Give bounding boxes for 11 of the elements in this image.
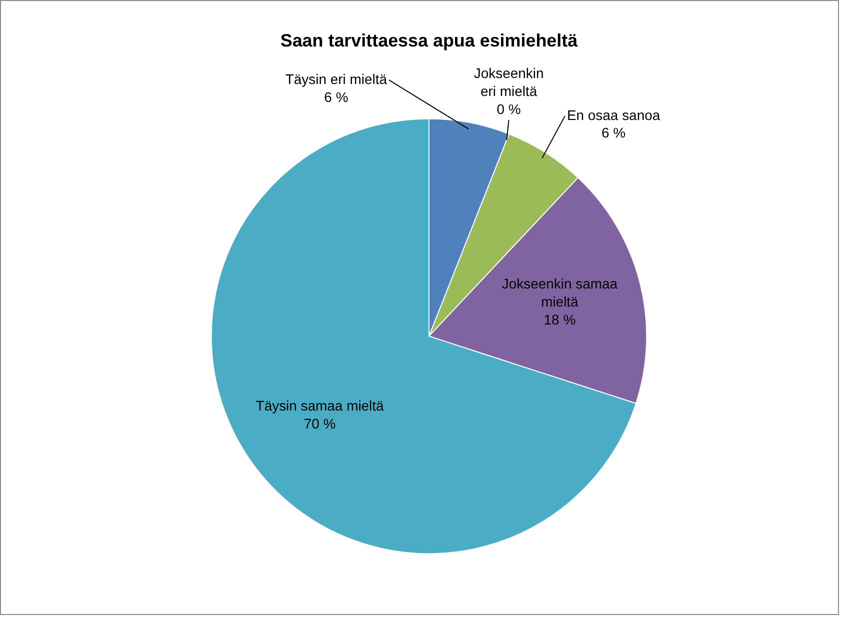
slice-label: Täysin samaa mieltä <box>256 397 384 414</box>
category-label: Jokseenkin eri mieltä <box>474 64 544 99</box>
slice-label: Täysin eri mieltä <box>285 70 388 87</box>
slice-label: Jokseenkin samaa mieltä <box>502 276 618 310</box>
data-label: 6 % <box>602 124 626 141</box>
slice-label: En osaa sanoa <box>566 106 660 123</box>
data-label: 18 % <box>544 311 576 328</box>
data-label: 70 % <box>304 415 336 432</box>
text: 0 % <box>496 100 521 117</box>
data-label: 6 % <box>324 88 348 105</box>
chart-title: Saan tarvittaessa apua esimieheltä <box>280 30 579 51</box>
